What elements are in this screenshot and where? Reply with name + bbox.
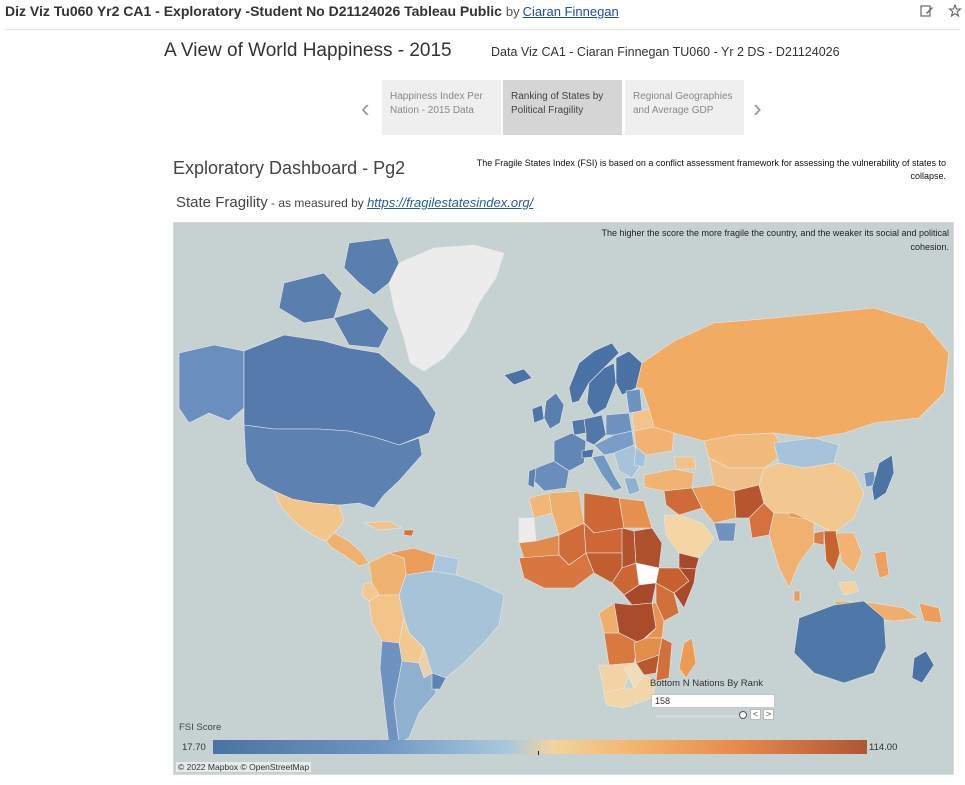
country-mozambique[interactable] bbox=[655, 637, 673, 682]
country-cameroon[interactable] bbox=[611, 562, 640, 596]
bottom-n-label: Bottom N Nations By Rank bbox=[650, 678, 763, 689]
country-canada-arctic[interactable] bbox=[343, 237, 400, 296]
country-ireland[interactable] bbox=[531, 404, 545, 424]
world-map[interactable]: The higher the score the more fragile th… bbox=[173, 222, 954, 775]
country-gabon[interactable] bbox=[598, 602, 620, 634]
edit-icon[interactable] bbox=[920, 4, 934, 18]
legend-title: FSI Score bbox=[179, 722, 222, 733]
section-subtitle: - as measured by bbox=[267, 196, 368, 210]
country-libya[interactable] bbox=[583, 492, 625, 534]
country-india[interactable] bbox=[768, 512, 815, 589]
country-saudi-arabia[interactable] bbox=[663, 514, 715, 559]
country-uruguay[interactable] bbox=[431, 672, 447, 690]
country-syria-iraq[interactable] bbox=[663, 487, 703, 516]
country-bangladesh[interactable] bbox=[813, 530, 825, 546]
country-somalia[interactable] bbox=[673, 567, 697, 609]
country-japan[interactable] bbox=[871, 454, 895, 502]
map-attribution[interactable]: © 2022 Mapbox © OpenStreetMap bbox=[176, 762, 312, 772]
top-header: Diz Viz Tu060 Yr2 CA1 - Exploratory -Stu… bbox=[0, 0, 965, 26]
section-title: State Fragility - as measured by https:/… bbox=[176, 194, 533, 211]
section-title-text: State Fragility bbox=[176, 194, 268, 211]
country-gulf[interactable] bbox=[713, 522, 737, 542]
story-tab-regional-gdp[interactable]: Regional Geographies and Average GDP bbox=[625, 80, 744, 135]
country-canada-arctic-2[interactable] bbox=[278, 272, 343, 324]
map-note: The higher the score the more fragile th… bbox=[601, 228, 949, 252]
country-west-africa[interactable] bbox=[518, 552, 595, 589]
country-alaska[interactable] bbox=[178, 344, 245, 424]
dashboard-subtitle: Data Viz CA1 - Ciaran Finnegan TU060 - Y… bbox=[491, 45, 840, 59]
country-benelux[interactable] bbox=[571, 418, 587, 436]
country-caucasus[interactable] bbox=[673, 456, 697, 470]
country-madagascar[interactable] bbox=[678, 637, 697, 679]
country-canada-arctic-3[interactable] bbox=[333, 307, 390, 349]
bottom-n-input[interactable] bbox=[651, 694, 775, 708]
legend-color-ramp[interactable] bbox=[213, 740, 867, 754]
country-malaysia[interactable] bbox=[838, 580, 860, 596]
country-australia[interactable] bbox=[793, 600, 887, 684]
country-balkans[interactable] bbox=[613, 444, 643, 479]
country-sri-lanka[interactable] bbox=[793, 590, 801, 602]
country-indochina[interactable] bbox=[835, 532, 863, 574]
page-title: Exploratory Dashboard - Pg2 bbox=[173, 158, 406, 178]
country-new-zealand[interactable] bbox=[911, 650, 935, 684]
country-sudan[interactable] bbox=[633, 527, 663, 569]
country-egypt[interactable] bbox=[618, 497, 653, 529]
fsi-description: The Fragile States Index (FSI) is based … bbox=[476, 158, 946, 181]
country-greenland[interactable] bbox=[388, 244, 505, 372]
story-prev-button[interactable]: ‹ bbox=[361, 93, 370, 123]
country-russia[interactable] bbox=[635, 307, 950, 442]
viz-title-text: Diz Viz Tu060 Yr2 CA1 - Exploratory -Stu… bbox=[5, 3, 502, 19]
country-central-america[interactable] bbox=[325, 532, 370, 567]
bottom-n-prev-button[interactable]: < bbox=[750, 709, 761, 720]
country-baltics[interactable] bbox=[625, 388, 643, 414]
country-portugal[interactable] bbox=[527, 467, 537, 489]
bottom-n-next-button[interactable]: > bbox=[763, 709, 774, 720]
legend-min-value: 17.70 bbox=[182, 742, 206, 753]
country-car[interactable] bbox=[623, 582, 657, 606]
legend-marker bbox=[538, 751, 539, 755]
dashboard-title: A View of World Happiness - 2015 bbox=[164, 40, 452, 61]
author-link[interactable]: Ciaran Finnegan bbox=[522, 4, 619, 19]
story-next-button[interactable]: › bbox=[753, 93, 762, 123]
by-label: by bbox=[505, 4, 520, 19]
header-divider bbox=[5, 29, 960, 30]
story-tab-happiness-index[interactable]: Happiness Index Per Nation - 2015 Data bbox=[382, 80, 501, 135]
country-west-sahara[interactable] bbox=[518, 517, 537, 544]
country-romania[interactable] bbox=[633, 446, 647, 468]
bottom-n-slider-track[interactable] bbox=[656, 715, 744, 718]
country-uk[interactable] bbox=[543, 392, 565, 430]
country-haiti[interactable] bbox=[403, 529, 415, 537]
country-sweden[interactable] bbox=[586, 362, 617, 416]
country-greece[interactable] bbox=[623, 477, 641, 496]
country-zimbabwe[interactable] bbox=[635, 654, 660, 676]
pin-icon[interactable] bbox=[947, 3, 963, 18]
fsi-link[interactable]: https://fragilestatesindex.org/ bbox=[367, 195, 534, 210]
country-myanmar[interactable] bbox=[823, 530, 841, 572]
country-iceland[interactable] bbox=[503, 368, 533, 386]
country-norway[interactable] bbox=[568, 342, 620, 404]
country-kenya[interactable] bbox=[655, 582, 680, 622]
choropleth-map[interactable] bbox=[174, 223, 954, 775]
country-china[interactable] bbox=[758, 462, 865, 534]
story-tab-political-fragility[interactable]: Ranking of States by Political Fragility bbox=[503, 80, 622, 135]
country-philippines[interactable] bbox=[873, 550, 890, 579]
country-cuba[interactable] bbox=[363, 520, 403, 531]
country-morocco[interactable] bbox=[528, 492, 553, 519]
viz-title: Diz Viz Tu060 Yr2 CA1 - Exploratory -Stu… bbox=[5, 3, 619, 19]
country-finland[interactable] bbox=[615, 350, 643, 396]
country-turkey[interactable] bbox=[643, 468, 695, 492]
bottom-n-slider-handle[interactable] bbox=[739, 711, 747, 719]
country-png[interactable] bbox=[918, 602, 943, 624]
legend-max-value: 114.00 bbox=[869, 742, 898, 753]
country-south-africa[interactable] bbox=[603, 674, 657, 709]
country-peru[interactable] bbox=[368, 594, 405, 644]
